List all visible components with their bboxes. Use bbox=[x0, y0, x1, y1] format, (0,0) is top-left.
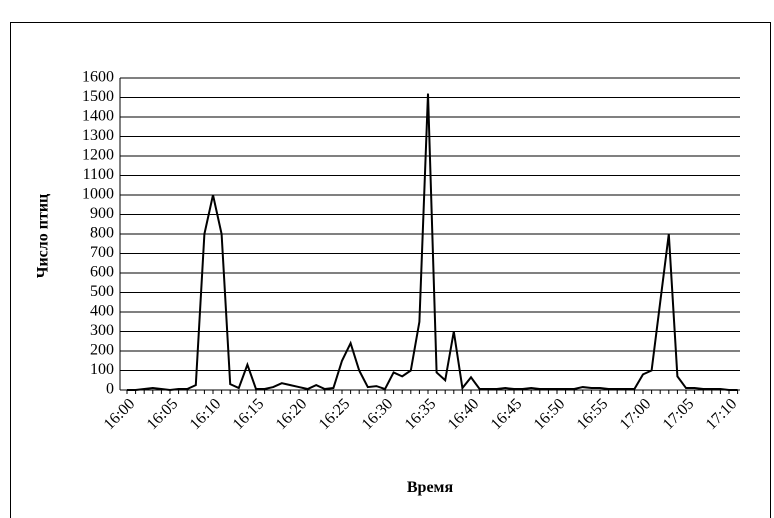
chart-frame bbox=[10, 22, 771, 518]
y-tick-label: 1200 bbox=[82, 147, 114, 164]
y-tick-label: 1600 bbox=[82, 69, 114, 86]
y-tick-label: 800 bbox=[90, 225, 114, 242]
y-tick-label: 400 bbox=[90, 303, 114, 320]
y-tick-label: 1400 bbox=[82, 108, 114, 125]
y-tick-label: 900 bbox=[90, 205, 114, 222]
y-tick-label: 200 bbox=[90, 342, 114, 359]
y-tick-label: 600 bbox=[90, 264, 114, 281]
y-tick-label: 1500 bbox=[82, 88, 114, 105]
y-tick-label: 1100 bbox=[83, 166, 114, 183]
y-tick-label: 100 bbox=[90, 361, 114, 378]
y-axis-label: Число птиц bbox=[35, 194, 52, 279]
y-tick-label: 700 bbox=[90, 244, 114, 261]
x-axis-label: Время bbox=[407, 479, 454, 496]
y-tick-label: 1000 bbox=[82, 186, 114, 203]
y-tick-label: 1300 bbox=[82, 127, 114, 144]
y-tick-label: 0 bbox=[106, 381, 114, 398]
y-tick-label: 300 bbox=[90, 322, 114, 339]
y-tick-label: 500 bbox=[90, 283, 114, 300]
data-line bbox=[127, 93, 738, 392]
